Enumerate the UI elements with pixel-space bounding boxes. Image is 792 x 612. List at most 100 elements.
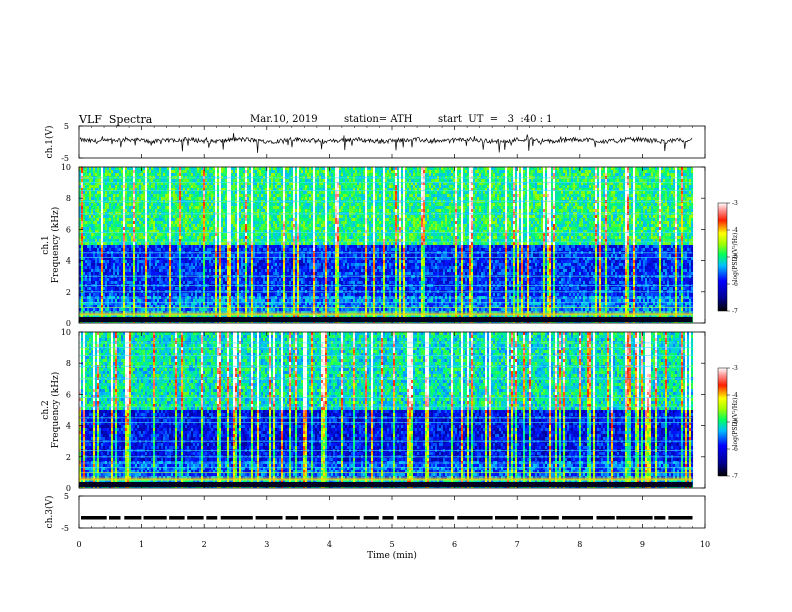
ch1-spectrogram-cell <box>527 173 530 177</box>
ch1-spectrogram-cell <box>457 209 460 213</box>
ch1-spectrogram-cell <box>455 197 458 201</box>
ch1-spectrogram-cell <box>315 185 318 189</box>
ch1-spectrogram-cell <box>357 203 360 207</box>
ch1-spectrogram-cell <box>261 170 264 174</box>
ch1-spectrogram-cell <box>99 188 102 192</box>
ch1-spectrogram-cell <box>471 179 474 183</box>
ch1-spectrogram-cell <box>149 191 152 195</box>
ch1-spectrogram-cell <box>121 179 124 183</box>
ch1-spectrogram-cell <box>233 203 236 207</box>
ch1-spectrogram-cell <box>425 185 428 189</box>
ch1-spectrogram-cell <box>483 197 486 201</box>
ch1-spectrogram-cell <box>169 215 172 219</box>
ch1-spectrogram-cell <box>379 170 382 174</box>
ch1-spectrogram-cell <box>195 167 198 171</box>
ch1-spectrogram-cell <box>209 215 212 219</box>
ch1-spectrogram-cell <box>633 209 636 213</box>
ch1-spectrogram-cell <box>237 167 240 171</box>
ch1-spectrogram-cell <box>373 170 376 174</box>
ch1-spectrogram-cell <box>185 167 188 171</box>
ch1-spectrogram-cell <box>611 185 614 189</box>
ch1-spectrogram-cell <box>363 173 366 177</box>
ch1-spectrogram-cell <box>215 170 218 174</box>
ch1-spectrogram-cell <box>341 179 344 183</box>
ch1-spectrogram-cell <box>643 209 646 213</box>
ch1-spectrogram-cell <box>577 182 580 186</box>
ch1-spectrogram-cell <box>391 182 394 186</box>
ch1-spectrogram-cell <box>691 185 694 189</box>
ch1-spectrogram-cell <box>501 206 504 210</box>
ch1-spectrogram-cell <box>461 170 464 174</box>
ch1-spectrogram-cell <box>167 188 170 192</box>
ch1-spectrogram-cell <box>583 203 586 207</box>
ch1-spectrogram-cell <box>509 173 512 177</box>
ch1-spectrogram-cell <box>333 209 336 213</box>
ch1-spectrogram-cell <box>597 170 600 174</box>
ch1-spectrogram-cell <box>453 179 456 183</box>
ch1-spectrogram-cell <box>529 191 532 195</box>
ch1-spectrogram-cell <box>511 203 514 207</box>
ch1-spectrogram-cell <box>617 197 620 201</box>
ch1-spectrogram-cell <box>203 185 206 189</box>
ch1-spectrogram-cell <box>221 188 224 192</box>
ch1-spectrogram-cell <box>397 170 400 174</box>
ch1-spectrogram-cell <box>153 206 156 210</box>
ch1-spectrogram-cell <box>421 170 424 174</box>
ch1-spectrogram-cell <box>691 188 694 192</box>
ch1-spectrogram-cell <box>461 209 464 213</box>
ch1-spectrogram-cell <box>223 194 226 198</box>
ch1-spectrogram-cell <box>357 185 360 189</box>
ch1-spectrogram-cell <box>481 206 484 210</box>
ch1-spectrogram-cell <box>455 194 458 198</box>
ch1-spectrogram-cell <box>305 182 308 186</box>
ch1-spectrogram-cell <box>375 203 378 207</box>
ch1-spectrogram-cell <box>513 170 516 174</box>
ch1-spectrogram-cell <box>467 170 470 174</box>
ch1-spectrogram-cell <box>393 182 396 186</box>
ch1-spectrogram-cell <box>503 209 506 213</box>
ch1-spectrogram-cell <box>599 197 602 201</box>
ch1-spectrogram-cell <box>525 170 528 174</box>
ch1-spectrogram-cell <box>97 215 100 219</box>
ch1-spectrogram-cell <box>217 185 220 189</box>
ch1-spectrogram-cell <box>341 185 344 189</box>
ch1-spectrogram-cell <box>623 203 626 207</box>
ch1-spectrogram-cell <box>477 182 480 186</box>
ch1-spectrogram-cell <box>201 215 204 219</box>
ch1-spectrogram-cell <box>567 206 570 210</box>
ch1-spectrogram-cell <box>685 209 688 213</box>
ch1-spectrogram-cell <box>461 203 464 207</box>
ch1-spectrogram-cell <box>527 209 530 213</box>
ch1-spectrogram-cell <box>685 185 688 189</box>
ch1-spectrogram-cell <box>323 182 326 186</box>
ch1-spectrogram-cell <box>659 179 662 183</box>
ch1-spectrogram-cell <box>137 179 140 183</box>
ch1-spectrogram-cell <box>407 194 410 198</box>
ch1-spectrogram-cell <box>639 182 642 186</box>
ch1-spectrogram-cell <box>525 182 528 186</box>
ch1-spectrogram-cell <box>669 206 672 210</box>
ch1-spectrogram-cell <box>541 194 544 198</box>
ch1-spectrogram-cell <box>575 173 578 177</box>
ch1-spectrogram-cell <box>153 191 156 195</box>
ch1-spectrogram-cell <box>211 215 214 219</box>
ch1-spectrogram-cell <box>259 170 262 174</box>
ch1-spectrogram-cell <box>191 179 194 183</box>
ch1-spectrogram-cell <box>117 170 120 174</box>
ch1-spectrogram-cell <box>299 182 302 186</box>
ch1-spectrogram-cell <box>651 179 654 183</box>
ch1-spectrogram-cell <box>469 206 472 210</box>
ch1-spectrogram-cell <box>631 170 634 174</box>
ch1-spectrogram-cell <box>145 167 148 171</box>
ch1-spectrogram-cell <box>227 191 230 195</box>
ch1-spectrogram-cell <box>409 182 412 186</box>
ch1-spectrogram-cell <box>457 197 460 201</box>
ch1-spectrogram-cell <box>479 188 482 192</box>
ch1-spectrogram-cell <box>151 167 154 171</box>
ch1-spectrogram-cell <box>369 209 372 213</box>
ch1-spectrogram-cell <box>109 194 112 198</box>
ch1-spectrogram-cell <box>231 170 234 174</box>
ch1-spectrogram-cell <box>465 173 468 177</box>
ch1-spectrogram-cell <box>537 170 540 174</box>
ch1-spectrogram-cell <box>217 167 220 171</box>
